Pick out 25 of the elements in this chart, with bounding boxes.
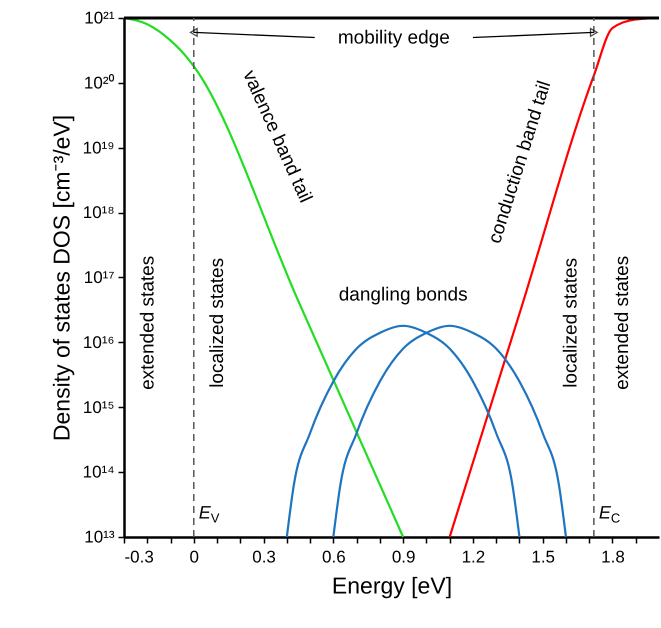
y-tick-label: 10¹⁶ [82,332,114,352]
x-tick-label: 0.9 [392,548,416,566]
x-tick-label: 0 [190,548,200,566]
x-axis-title: Energy [eV] [332,572,452,598]
y-axis-title: Density of states DOS [cm⁻³/eV] [48,114,75,442]
annotation: extended states [137,256,158,390]
y-tick-label: 10²⁰ [84,73,114,92]
y-tick-label: 10¹³ [84,528,115,546]
x-tick-label: 1.8 [601,548,625,566]
y-tick-label: 10²¹ [84,8,115,28]
annotation: localized states [207,258,228,388]
annotation: dangling bonds [338,284,468,306]
y-tick-label: 10¹⁵ [82,398,114,417]
annotation: localized states [560,258,582,388]
y-tick-label: 10¹⁹ [82,138,114,158]
y-tick-label: 10¹⁷ [84,268,114,287]
x-tick-label: -0.3 [124,548,154,566]
y-tick-label: 10¹⁸ [82,203,114,222]
x-tick-label: 0.6 [322,548,346,566]
y-tick-label: 10¹⁴ [82,462,114,482]
x-tick-label: 1.5 [531,548,556,566]
annotation: mobility edge [338,28,450,49]
x-tick-label: 1.2 [462,548,486,566]
annotation: extended states [612,256,633,390]
x-tick-label: 0.3 [252,548,276,566]
